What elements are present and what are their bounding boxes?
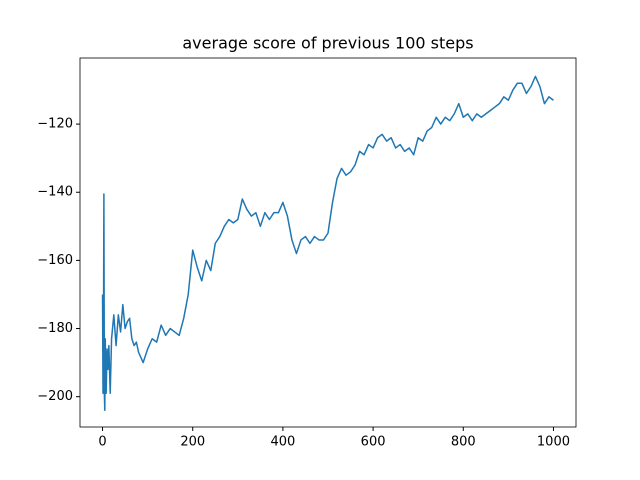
x-tick-label: 200 <box>180 435 205 450</box>
y-tick-label: −180 <box>37 321 73 336</box>
x-tick-label: 400 <box>270 435 295 450</box>
plot-frame <box>79 57 577 428</box>
x-tick-label: 600 <box>361 435 386 450</box>
x-tick-label: 1000 <box>537 435 570 450</box>
chart-title: average score of previous 100 steps <box>182 34 473 53</box>
y-tick-label: −200 <box>37 389 73 404</box>
y-tick-label: −120 <box>37 117 73 132</box>
x-tick-label: 0 <box>98 435 106 450</box>
x-tick-label: 800 <box>451 435 476 450</box>
y-tick-label: −140 <box>37 185 73 200</box>
line-series <box>101 75 554 412</box>
y-tick-label: −160 <box>37 253 73 268</box>
